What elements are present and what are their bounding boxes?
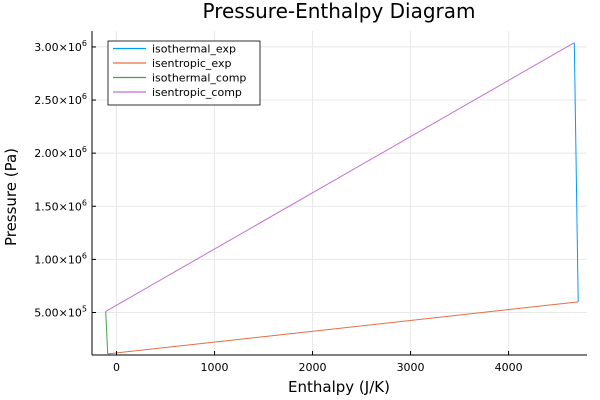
x-tick-label: 3000 [397,361,425,374]
series-line-isentropic_comp [105,42,575,312]
legend-label: isentropic_comp [152,86,242,99]
chart-title: Pressure-Enthalpy Diagram [202,0,475,23]
series-line-isentropic_exp [107,301,579,355]
legend-box [107,40,261,106]
y-tick-label: 3.00×106 [34,39,87,54]
y-tick-label: 2.50×106 [34,92,87,107]
y-tick-label: 5.00×105 [34,305,87,320]
x-tick-label: 4000 [495,361,523,374]
axes: 0 1000 2000 3000 4000 5.00×105 1.00×106 1.50×10… [34,31,587,374]
x-tick-label: 1000 [201,361,229,374]
plot-series [105,42,579,355]
x-tick-label: 2000 [299,361,327,374]
legend-label: isothermal_comp [152,72,246,85]
series-line-isothermal_exp [573,42,579,302]
x-axis-label: Enthalpy (J/K) [288,378,390,396]
y-tick-label: 2.00×106 [34,145,87,160]
y-axis-label: Pressure (Pa) [2,148,20,246]
x-tick-label: 0 [113,361,120,374]
y-tick-label: 1.50×106 [34,198,87,213]
legend-label: isentropic_exp [152,57,232,70]
legend-label: isothermal_exp [152,43,236,56]
series-line-isothermal_comp [105,311,109,354]
y-tick-label: 1.00×106 [34,251,87,266]
